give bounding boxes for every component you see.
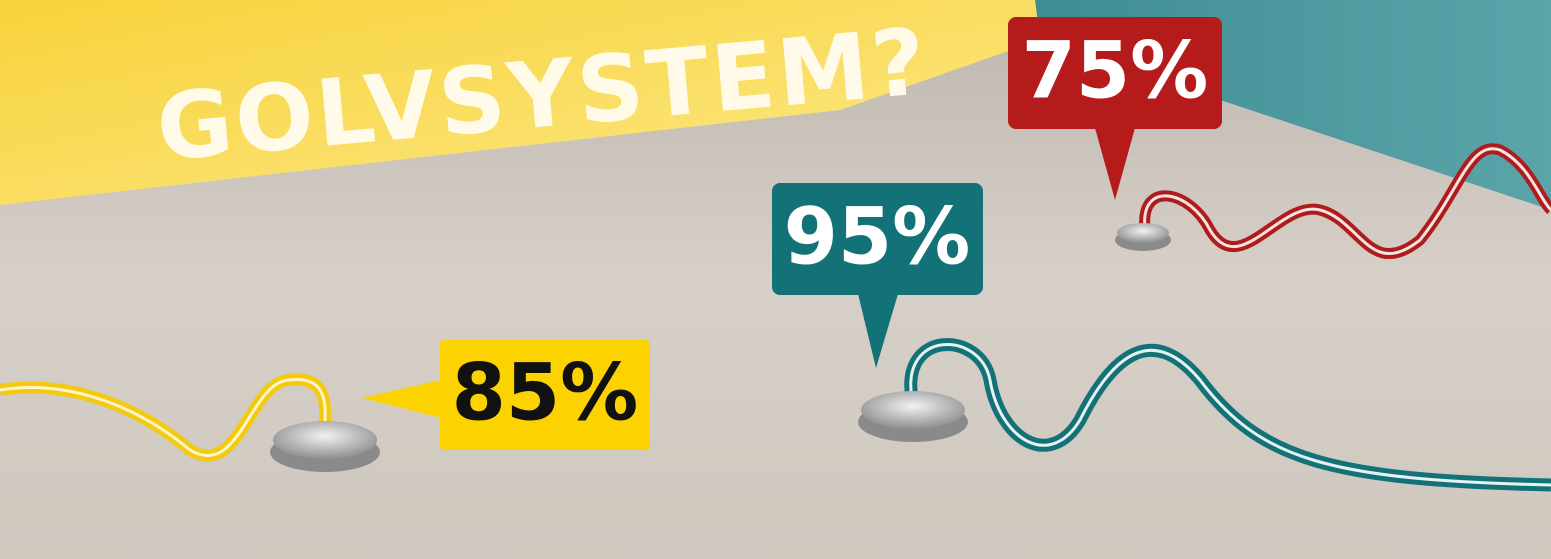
puck [861,391,965,429]
scene: GOLVSYSTEM? 75% 95% 85% [0,0,1551,559]
puck [1117,223,1169,243]
puck [273,421,377,459]
callout-label: 75% [1022,26,1209,116]
callout-label: 95% [784,192,971,282]
page: GOLVSYSTEM? 75% 95% 85% (() => { const d… [0,0,1551,559]
callout-label: 85% [452,348,639,438]
